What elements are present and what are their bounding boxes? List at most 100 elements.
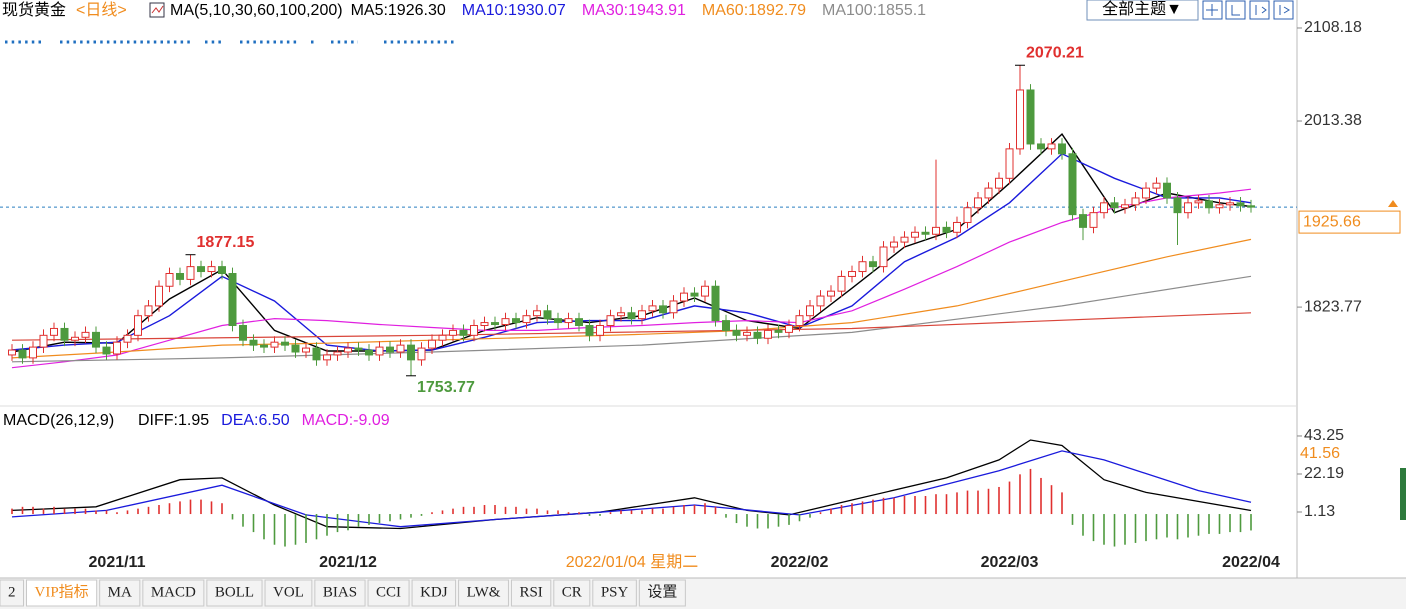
- candle-body: [554, 318, 562, 324]
- extreme-label: 1877.15: [197, 234, 255, 251]
- x-tick-label: 2022/03: [981, 554, 1039, 571]
- candle-body: [386, 346, 394, 353]
- icon[interactable]: [1225, 0, 1246, 20]
- tab-box: [592, 579, 637, 607]
- candle-body: [533, 310, 541, 317]
- y-tick-label: 1.13: [1304, 503, 1335, 520]
- legend-entry: MA100:1855.1: [822, 2, 926, 19]
- ma-line: [11, 312, 1252, 341]
- candle-body: [1236, 202, 1245, 207]
- candle-body: [218, 266, 226, 274]
- candle-body: [669, 300, 678, 314]
- tab-box: [367, 579, 410, 607]
- extreme-label: 1753.77: [417, 379, 475, 396]
- icon[interactable]: [1249, 0, 1270, 20]
- ma-icon[interactable]: [149, 2, 165, 18]
- icon[interactable]: [1273, 0, 1294, 20]
- candle-body: [522, 315, 531, 324]
- candle-body: [281, 341, 289, 346]
- legend-entry: MA5:1926.30: [351, 2, 446, 19]
- candle-body: [785, 325, 793, 333]
- tab-box: [411, 579, 457, 607]
- tab[interactable]: MA: [99, 579, 141, 607]
- tab[interactable]: BIAS: [314, 579, 366, 607]
- candle-body: [50, 327, 58, 336]
- candle-body: [470, 325, 478, 336]
- candle-body: [417, 347, 426, 361]
- candle-body: [438, 334, 447, 341]
- tab-box: [458, 579, 509, 607]
- tab[interactable]: CCI: [367, 579, 410, 607]
- tab-box: [26, 579, 98, 607]
- candle-body: [659, 305, 667, 314]
- candle-body: [1173, 197, 1182, 214]
- tab[interactable]: CR: [553, 579, 591, 607]
- candle-body: [1079, 214, 1087, 228]
- indicator: MA(5,10,30,60,100,200): [170, 2, 343, 19]
- tab[interactable]: VOL: [264, 579, 313, 607]
- x-tick-label: 2022/02: [771, 554, 829, 571]
- tab[interactable]: VIP指标: [26, 579, 98, 607]
- legend-entry: MA60:1892.79: [702, 2, 806, 19]
- candle-body: [39, 334, 48, 348]
- tab[interactable]: 2: [0, 579, 24, 607]
- last-price-box: [1298, 210, 1401, 234]
- candle-body: [795, 315, 804, 327]
- icon[interactable]: [1202, 0, 1223, 20]
- cursor-date: 2022/01/04 星期二: [566, 553, 699, 571]
- candle-body: [1131, 197, 1140, 206]
- tab-box: [0, 579, 24, 607]
- candle-body: [71, 336, 79, 341]
- candle-body: [270, 341, 279, 348]
- theme-button-label[interactable]: 全部主题▼: [1102, 0, 1182, 18]
- candle-body: [323, 354, 331, 361]
- candle-body: [701, 285, 709, 297]
- candle-body: [1152, 182, 1161, 189]
- legend-entry: DIFF:1.95: [138, 412, 209, 429]
- candle-body: [596, 325, 604, 336]
- tab[interactable]: MACD: [142, 579, 205, 607]
- tab[interactable]: 设置: [638, 579, 686, 607]
- candle-body: [690, 292, 699, 297]
- candle-body: [1205, 200, 1213, 209]
- period[interactable]: <日线>: [76, 1, 127, 19]
- candle-body: [806, 305, 814, 317]
- macd-line: [11, 450, 1252, 528]
- candle-body: [543, 310, 552, 320]
- y-tick-label: 2108.18: [1304, 19, 1362, 36]
- tab[interactable]: PSY: [592, 579, 637, 607]
- tab[interactable]: BOLL: [206, 579, 263, 607]
- y-tick-label: 22.19: [1304, 465, 1344, 482]
- tab-label: CR: [562, 584, 582, 600]
- candle-body: [900, 236, 909, 243]
- candle-body: [18, 349, 27, 359]
- candle-body: [113, 341, 121, 355]
- tab[interactable]: LW&: [458, 579, 509, 607]
- instrument-title: 现货黄金: [2, 1, 66, 19]
- candle-body: [869, 261, 877, 268]
- candle-body: [1016, 89, 1024, 150]
- theme-button[interactable]: [1086, 0, 1199, 21]
- candle-body: [564, 318, 573, 324]
- candle-body: [102, 346, 111, 355]
- tab[interactable]: KDJ: [411, 579, 457, 607]
- macd-line: [11, 439, 1252, 530]
- tab[interactable]: RSI: [510, 579, 552, 607]
- x-tick-label: 2021/11: [89, 554, 146, 571]
- candle-body: [29, 346, 37, 359]
- toolbar-icons: [1202, 0, 1294, 20]
- y-tick-label: 43.25: [1304, 427, 1344, 444]
- tab-label: 2: [8, 584, 16, 600]
- candle-body: [732, 329, 741, 336]
- candle-body: [627, 312, 636, 320]
- icon-glyph: [1206, 4, 1290, 16]
- candle-body: [197, 266, 205, 273]
- candle-body: [449, 329, 457, 336]
- candle-body: [1058, 143, 1066, 155]
- macd-title: MACD(26,12,9): [3, 412, 114, 429]
- candle-body: [176, 272, 184, 280]
- candle-body: [1026, 89, 1035, 145]
- candle-body: [743, 331, 751, 336]
- tab-label: KDJ: [420, 584, 448, 600]
